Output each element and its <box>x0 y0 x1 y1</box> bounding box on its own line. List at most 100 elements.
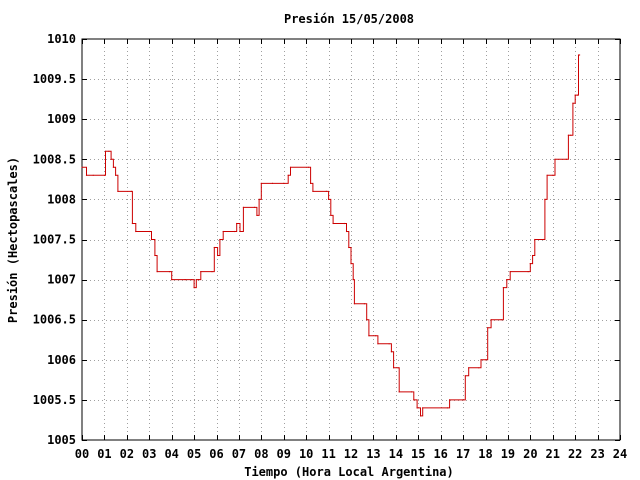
data-point <box>446 407 448 409</box>
data-point <box>363 303 365 305</box>
data-point <box>552 174 554 176</box>
data-point <box>579 54 581 56</box>
data-point <box>574 94 576 96</box>
y-tick-label: 1006.5 <box>33 313 76 327</box>
x-tick-label: 05 <box>187 447 201 461</box>
data-point <box>115 174 117 176</box>
chart-title: Presión 15/05/2008 <box>284 12 414 26</box>
data-point <box>348 246 350 249</box>
data-point <box>193 287 195 289</box>
data-point <box>117 190 119 192</box>
x-tick-label: 17 <box>456 447 470 461</box>
data-point <box>307 166 309 168</box>
data-point <box>171 279 173 281</box>
data-point <box>271 182 274 184</box>
data-point <box>236 222 238 225</box>
y-tick-label: 1008 <box>47 192 76 206</box>
data-point <box>92 174 94 176</box>
data-point <box>576 94 579 96</box>
x-tick-label: 15 <box>411 447 425 461</box>
data-point <box>258 198 260 200</box>
data-point <box>567 134 570 136</box>
data-point <box>283 182 285 184</box>
data-point <box>506 279 508 281</box>
x-tick-label: 19 <box>501 447 515 461</box>
data-point <box>154 254 156 257</box>
y-tick-label: 1010 <box>47 32 76 46</box>
data-point <box>328 198 330 200</box>
data-point <box>198 279 200 281</box>
x-tick-label: 13 <box>366 447 380 461</box>
data-point <box>150 238 153 241</box>
x-tick-label: 10 <box>299 447 313 461</box>
data-point <box>217 254 219 257</box>
y-axis-label: Presión (Hectopascales) <box>6 157 20 323</box>
data-point <box>572 102 574 104</box>
data-point <box>156 271 158 273</box>
data-point <box>410 391 413 393</box>
data-point <box>544 198 546 200</box>
x-tick-label: 18 <box>478 447 492 461</box>
data-point <box>239 230 241 233</box>
data-point <box>484 359 487 361</box>
data-point <box>85 174 88 176</box>
data-point <box>312 190 314 192</box>
y-tick-label: 1009.5 <box>33 72 76 86</box>
data-point <box>464 375 466 377</box>
data-point <box>184 279 186 281</box>
series <box>81 54 581 417</box>
data-point <box>242 206 244 208</box>
data-point <box>377 343 379 345</box>
x-axis-label: Tiempo (Hora Local Argentina) <box>244 465 454 479</box>
data-point <box>130 190 132 192</box>
data-point <box>577 54 580 56</box>
data-point <box>570 134 572 136</box>
data-point <box>534 238 536 241</box>
y-tick-label: 1007 <box>47 273 76 287</box>
data-point <box>529 263 531 265</box>
x-tick-label: 00 <box>75 447 89 461</box>
data-point <box>419 415 422 417</box>
data-point <box>393 367 395 369</box>
y-tick-label: 1009 <box>47 112 76 126</box>
y-tick-label: 1005 <box>47 433 76 447</box>
data-point <box>502 287 504 289</box>
y-tick-label: 1005.5 <box>33 393 76 407</box>
x-tick-label: 12 <box>344 447 358 461</box>
data-point <box>131 222 133 225</box>
data-point <box>81 166 83 168</box>
data-point <box>478 367 480 369</box>
x-tick-label: 23 <box>590 447 604 461</box>
data-point <box>104 150 107 152</box>
data-point <box>256 214 258 216</box>
data-point <box>565 158 567 160</box>
data-point <box>289 166 292 168</box>
data-point <box>462 399 464 401</box>
x-tick-label: 16 <box>433 447 447 461</box>
x-tick-label: 01 <box>97 447 111 461</box>
data-point <box>330 214 332 216</box>
x-tick-label: 04 <box>164 447 178 461</box>
data-point <box>416 407 418 409</box>
x-tick-label: 21 <box>546 447 560 461</box>
data-point <box>368 335 370 337</box>
data-point <box>103 174 105 176</box>
data-point <box>233 230 235 233</box>
data-point <box>168 271 170 273</box>
data-point <box>211 271 213 273</box>
y-tick-label: 1007.5 <box>33 233 76 247</box>
x-tick-label: 02 <box>120 447 134 461</box>
data-point <box>388 343 390 345</box>
data-point <box>222 230 224 233</box>
data-point <box>398 391 400 393</box>
x-tick-label: 08 <box>254 447 268 461</box>
data-point <box>287 174 289 176</box>
data-point <box>191 279 193 281</box>
data-point <box>390 351 392 353</box>
x-tick-label: 24 <box>613 447 627 461</box>
data-point <box>332 222 334 225</box>
data-point <box>375 335 377 337</box>
data-point <box>200 271 202 273</box>
data-point <box>527 271 529 273</box>
data-point <box>397 367 399 369</box>
